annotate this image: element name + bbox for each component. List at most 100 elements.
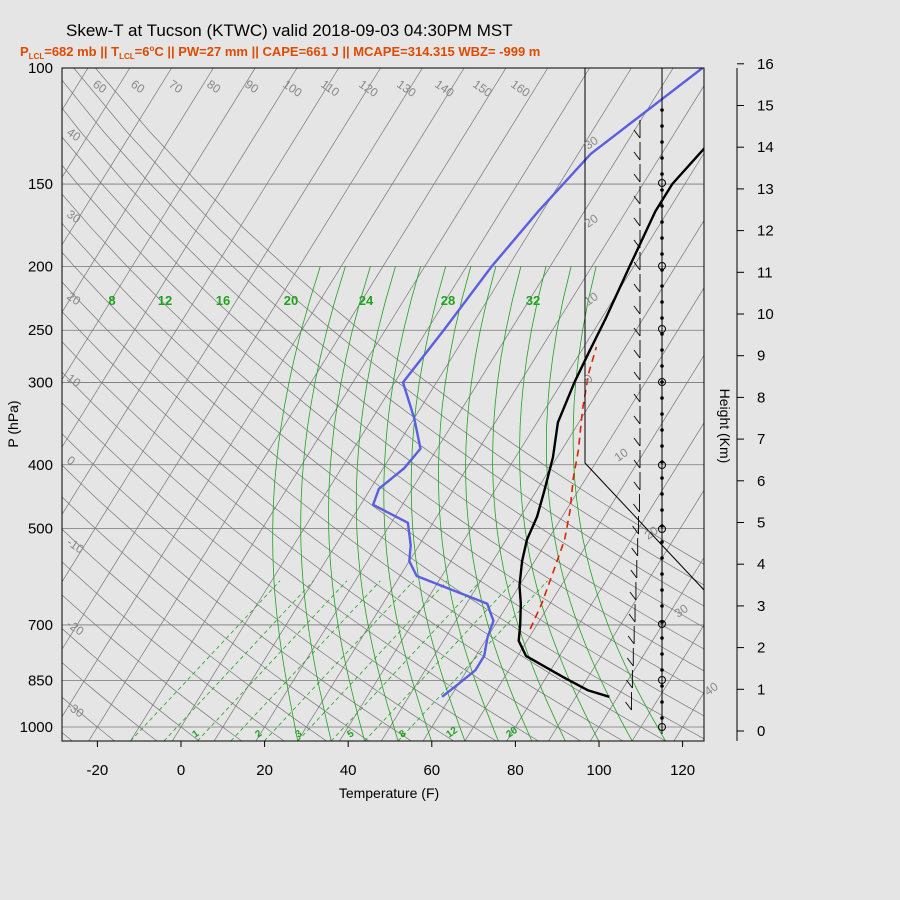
y2-tick-label: 1 bbox=[757, 681, 765, 698]
mixing-ratio-top-label: 8 bbox=[108, 293, 115, 308]
dry-adiabat-line bbox=[62, 281, 666, 741]
wind-level-dot bbox=[660, 172, 664, 176]
mixing-ratio-top-label: 20 bbox=[284, 293, 298, 308]
grid-layer bbox=[62, 68, 704, 741]
wind-barb-flag bbox=[633, 393, 641, 403]
dry-adiabat-line bbox=[95, 68, 704, 565]
mixing-ratio-bottom-label: 2 bbox=[253, 728, 264, 740]
wind-level-dot bbox=[660, 284, 664, 288]
mixing-ratio-top-label: 16 bbox=[216, 293, 230, 308]
y2-tick-label: 8 bbox=[757, 389, 765, 406]
wind-level-dot bbox=[660, 588, 664, 592]
wind-barb-flag bbox=[633, 217, 641, 227]
dry-adiabat-line bbox=[62, 561, 285, 741]
y2-tick-label: 16 bbox=[757, 56, 774, 73]
dry-adiabat-line bbox=[62, 136, 704, 650]
wind-level-dot bbox=[660, 428, 664, 432]
wind-level-dot bbox=[660, 652, 664, 656]
isotherm-line bbox=[297, 85, 704, 741]
isotherm-line bbox=[548, 489, 704, 741]
isotherm-line bbox=[88, 68, 507, 741]
mixing-ratio-bottom-label: 5 bbox=[345, 728, 356, 740]
y-tick-label: 150 bbox=[28, 176, 53, 193]
y-tick-label: 400 bbox=[28, 457, 53, 474]
subtitle-tlcl-val: =6 bbox=[135, 44, 150, 59]
dry-adiabat-line bbox=[62, 107, 704, 628]
mixing-ratio-line bbox=[264, 580, 415, 741]
dry-adiabat-line bbox=[62, 662, 158, 741]
subtitle-tlcl-sub: LCL bbox=[119, 52, 135, 61]
y2-tick-label: 9 bbox=[757, 348, 765, 365]
y2-tick-label: 10 bbox=[757, 306, 774, 323]
y-tick-label: 700 bbox=[28, 617, 53, 634]
moist-adiabat-line bbox=[492, 266, 566, 741]
mixing-ratio-line bbox=[130, 580, 281, 741]
wind-marker-circle bbox=[658, 723, 666, 731]
x-tick-label: 20 bbox=[256, 762, 273, 779]
y2-tick-label: 0 bbox=[757, 723, 765, 740]
wind-barb-flag bbox=[633, 261, 641, 271]
dry-adiabat-line bbox=[62, 528, 327, 741]
wind-level-dot bbox=[660, 140, 664, 144]
wind-marker-circle bbox=[658, 262, 666, 270]
wind-level-dot bbox=[660, 364, 664, 368]
wind-level-dot bbox=[660, 684, 664, 688]
y-tick-label: 850 bbox=[28, 672, 53, 689]
isotherm-line bbox=[62, 68, 381, 583]
isotherm-line bbox=[62, 68, 214, 313]
dry-adiabat-line bbox=[62, 628, 200, 741]
wind-level-dot bbox=[660, 476, 664, 480]
mixing-ratio-line bbox=[397, 580, 548, 741]
mixing-ratio-line bbox=[163, 580, 314, 741]
subtitle-plcl: P bbox=[20, 44, 29, 59]
wind-level-dot bbox=[660, 236, 664, 240]
wind-barb-flag bbox=[626, 657, 634, 667]
isotherm-line bbox=[62, 68, 465, 718]
y-tick-label: 500 bbox=[28, 521, 53, 538]
wind-barb-flag bbox=[631, 547, 639, 557]
moist-adiabat-line bbox=[328, 266, 371, 741]
isotherm-line bbox=[62, 68, 423, 650]
subtitle-rest: C || PW=27 mm || CAPE=661 J || MCAPE=314… bbox=[154, 44, 540, 59]
wind-barb-flag bbox=[633, 503, 640, 513]
wind-level-dot bbox=[660, 492, 664, 496]
moist-adiabat-line bbox=[300, 266, 346, 741]
chart-title: Skew-T at Tucson (KTWC) valid 2018-09-03… bbox=[66, 21, 513, 40]
wind-level-dot bbox=[660, 124, 664, 128]
wind-level-dot bbox=[660, 380, 664, 384]
mixing-ratio-bottom-label: 1 bbox=[190, 728, 201, 740]
wind-level-dot bbox=[660, 444, 664, 448]
wind-marker-circle bbox=[658, 620, 666, 628]
subtitle-plcl-val: =682 mb || T bbox=[44, 44, 119, 59]
x-tick-label: 60 bbox=[423, 762, 440, 779]
wind-barb-flag bbox=[633, 327, 641, 337]
series-temperature-line bbox=[517, 146, 704, 698]
wind-barb-flag bbox=[633, 459, 641, 469]
mixing-ratio-top-label: 28 bbox=[441, 293, 455, 308]
wind-barb-flag bbox=[633, 415, 641, 425]
y-tick-label: 100 bbox=[28, 60, 53, 77]
chart-subtitle: PLCL=682 mb || TLCL=6oC || PW=27 mm || C… bbox=[20, 44, 540, 61]
x-axis-label: Temperature (F) bbox=[339, 785, 439, 801]
wind-barb-flag bbox=[633, 283, 641, 293]
wind-level-dot bbox=[660, 396, 664, 400]
wind-level-dot bbox=[660, 556, 664, 560]
wind-level-dot bbox=[660, 620, 664, 624]
dry-adiabat-line bbox=[62, 402, 497, 741]
dry-adiabat-line bbox=[62, 341, 581, 741]
y2-tick-label: 4 bbox=[757, 556, 765, 573]
mixing-ratio-top-label: 24 bbox=[359, 293, 374, 308]
wind-barb-flag bbox=[633, 349, 641, 359]
isotherm-line bbox=[172, 68, 590, 741]
y2-tick-label: 14 bbox=[757, 139, 774, 156]
wind-barb-flag bbox=[633, 239, 641, 249]
moist-adiabat-line bbox=[272, 266, 321, 741]
x-tick-label: 100 bbox=[586, 762, 611, 779]
subtitle-degree: o bbox=[149, 44, 154, 53]
isotherm-line bbox=[464, 354, 704, 741]
wind-barb-flag bbox=[626, 679, 633, 689]
dry-adiabat-line bbox=[62, 496, 370, 741]
wind-level-dot bbox=[660, 348, 664, 352]
wind-level-dot bbox=[660, 412, 664, 416]
